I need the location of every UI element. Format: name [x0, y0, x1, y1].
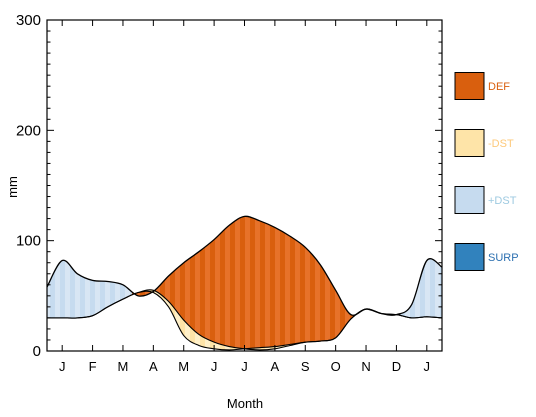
x-tick-label: J [424, 359, 431, 374]
legend-label: +DST [488, 195, 517, 207]
chart-areas [47, 216, 442, 350]
x-tick-label: J [211, 359, 218, 374]
x-tick-label: A [149, 359, 158, 374]
legend-label: -DST [488, 138, 514, 150]
def-area [132, 216, 360, 350]
plus-dst-area-left [47, 260, 145, 319]
legend: DEF -DST +DST SURP [454, 72, 519, 271]
minus-dst-area [132, 289, 360, 350]
x-tick-label: F [89, 359, 97, 374]
y-tick-label: 0 [33, 343, 41, 360]
x-axis-title: Month [227, 396, 263, 411]
legend-label: SURP [488, 252, 519, 264]
x-tick-label: N [361, 359, 370, 374]
x-tick-label: M [178, 359, 189, 374]
y-axis: 0 100 200 300 [16, 12, 442, 360]
y-tick-label: 300 [16, 12, 41, 29]
legend-swatch [454, 72, 485, 100]
x-tick-label: S [301, 359, 310, 374]
x-tick-label: D [392, 359, 401, 374]
legend-label: DEF [488, 81, 510, 93]
plus-dst-area-right [350, 258, 442, 320]
y-axis-title: mm [5, 176, 20, 198]
legend-swatch [454, 129, 485, 157]
x-tick-label: J [59, 359, 66, 374]
y-tick-label: 100 [16, 233, 41, 250]
x-tick-label: M [118, 359, 129, 374]
y-tick-label: 200 [16, 122, 41, 139]
x-tick-label: O [331, 359, 341, 374]
legend-swatch [454, 243, 485, 271]
x-tick-label: A [271, 359, 280, 374]
legend-swatch [454, 186, 485, 214]
x-tick-label: J [241, 359, 248, 374]
